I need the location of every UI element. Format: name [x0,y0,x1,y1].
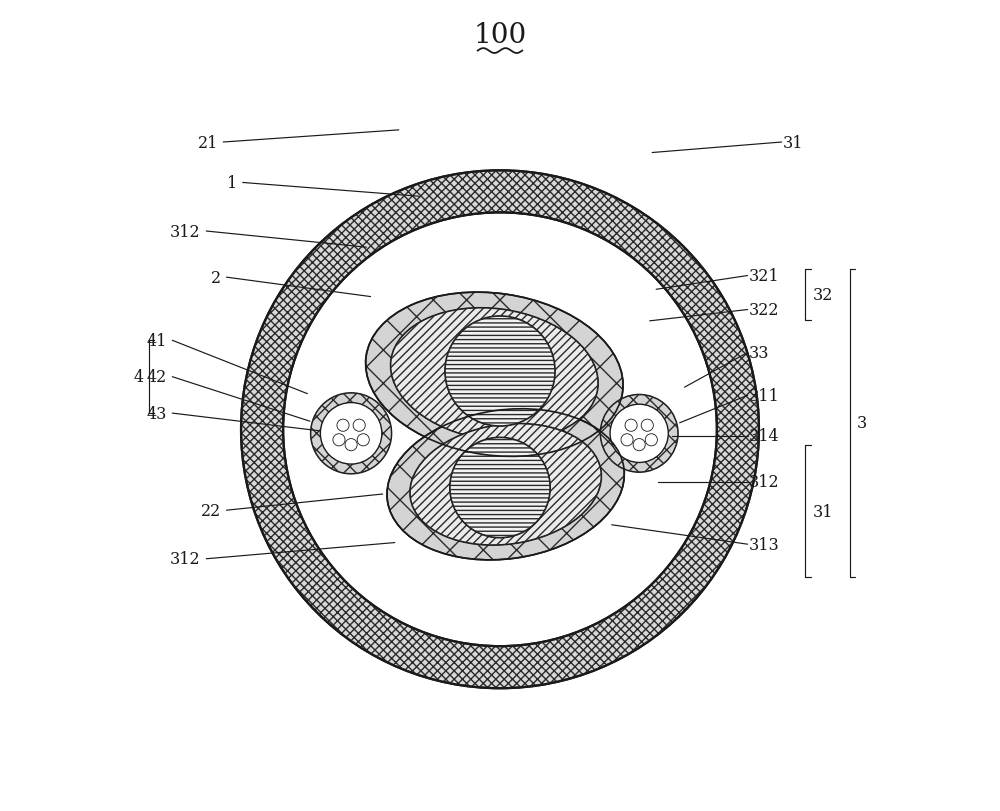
Ellipse shape [387,410,624,560]
Circle shape [345,439,357,451]
Text: 22: 22 [201,502,221,519]
Circle shape [610,405,668,463]
Text: 312: 312 [170,551,201,568]
Text: 312: 312 [170,223,201,240]
Circle shape [633,439,645,451]
Text: 41: 41 [146,333,167,350]
Ellipse shape [366,293,623,457]
Text: 43: 43 [146,405,167,422]
Text: 313: 313 [749,536,780,553]
Circle shape [645,434,657,446]
Text: 3: 3 [857,414,867,431]
Text: 4: 4 [134,369,144,386]
Text: 31: 31 [783,135,804,152]
Text: 32: 32 [812,287,833,304]
Text: 100: 100 [473,22,527,49]
Circle shape [337,419,349,431]
Circle shape [333,434,345,446]
Text: 21: 21 [198,135,218,152]
Circle shape [311,393,392,474]
Ellipse shape [391,308,598,441]
Circle shape [320,403,382,465]
Circle shape [445,316,555,427]
Circle shape [353,419,365,431]
Circle shape [641,419,653,431]
Circle shape [600,395,678,473]
Text: 2: 2 [211,269,221,286]
Text: 311: 311 [749,388,780,405]
Circle shape [450,438,550,538]
Circle shape [283,213,717,646]
Text: 33: 33 [749,345,770,362]
Text: 1: 1 [227,174,237,191]
Text: 42: 42 [146,369,167,386]
Circle shape [241,171,759,689]
Circle shape [625,419,637,431]
Circle shape [621,434,633,446]
Text: 312: 312 [749,474,780,491]
Circle shape [357,434,369,446]
Text: 314: 314 [749,427,780,444]
Text: 31: 31 [812,503,833,520]
Ellipse shape [410,424,601,546]
Text: 322: 322 [749,302,780,319]
Text: 321: 321 [749,268,780,285]
